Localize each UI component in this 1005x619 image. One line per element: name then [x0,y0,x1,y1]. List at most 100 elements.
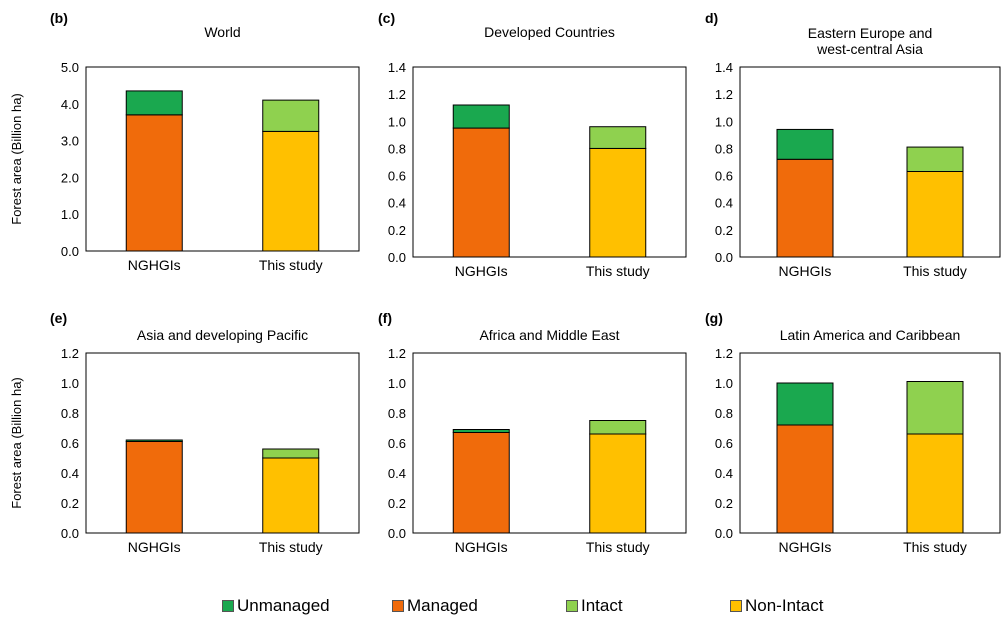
bar-managed [452,432,510,534]
y-tick-label: 0.6 [61,436,79,451]
y-tick-label: 0.2 [715,496,733,511]
y-tick-label: 5.0 [61,60,79,75]
y-tick-label: 0.0 [715,250,733,265]
legend-item-intact: Intact [566,596,623,616]
legend-item-managed: Managed [392,596,478,616]
x-category-label: This study [259,257,323,273]
plot-frame [739,352,1001,534]
y-tick-label: 0.6 [388,436,406,451]
plot-frame [739,66,1001,258]
y-tick-label: 4.0 [61,97,79,112]
y-tick-label: 2.0 [61,170,79,185]
panel-letter: (g) [705,310,723,326]
y-tick-label: 0.2 [388,223,406,238]
y-tick-label: 0.8 [715,406,733,421]
bar-unmanaged [776,382,834,426]
bar-intact [906,381,964,435]
x-category-label: This study [259,539,323,555]
legend-label: Managed [407,596,478,615]
bar-unmanaged [125,439,183,442]
chart-title: Developed Countries [484,24,615,40]
panel-letter: (f) [378,310,392,326]
legend-swatch-unmanaged [222,600,234,612]
y-tick-label: 0.8 [388,141,406,156]
y-tick-label: 0.0 [715,526,733,541]
y-tick-label: 1.2 [715,87,733,102]
x-category-label: NGHGIs [455,539,508,555]
y-tick-label: 0.0 [61,244,79,259]
y-tick-label: 0.2 [61,496,79,511]
bar-managed [125,114,183,252]
y-tick-label: 1.0 [61,376,79,391]
panel-letter: (b) [50,10,68,26]
bar-non-intact [262,457,320,534]
plot-frame [85,352,360,534]
bar-intact [589,126,647,149]
legend-swatch-managed [392,600,404,612]
chart-title: Latin America and Caribbean [780,327,961,343]
y-tick-label: 0.0 [61,526,79,541]
bar-unmanaged [452,429,510,433]
legend-swatch-non-intact [730,600,742,612]
x-category-label: This study [586,263,650,279]
bar-non-intact [906,171,964,258]
legend-item-non-intact: Non-Intact [730,596,823,616]
figure: (b) World 0.0 1.0 2.0 3.0 4.0 5.0 NGHGIs This stu… [9,10,1001,555]
y-tick-label: 0.8 [715,141,733,156]
y-axis-label: Forest area (Billion ha) [9,377,24,509]
y-tick-label: 0.0 [388,526,406,541]
x-category-label: This study [903,539,967,555]
y-tick-label: 0.0 [388,250,406,265]
y-tick-label: 0.2 [715,223,733,238]
y-tick-label: 0.4 [61,466,79,481]
bar-intact [262,99,320,132]
x-category-label: NGHGIs [128,539,181,555]
x-category-label: This study [903,263,967,279]
chart-title: Africa and Middle East [479,327,619,343]
chart-title: west-central Asia [816,41,923,57]
bar-intact [262,448,320,459]
y-tick-label: 1.2 [388,87,406,102]
y-tick-label: 1.2 [715,346,733,361]
plot-frame [85,66,360,252]
y-tick-label: 1.2 [388,346,406,361]
y-tick-label: 0.4 [715,196,733,211]
bar-non-intact [906,433,964,534]
y-tick-label: 0.8 [61,406,79,421]
y-tick-label: 0.2 [388,496,406,511]
panel-letter: d) [705,10,718,26]
bar-managed [125,441,183,534]
bar-managed [776,424,834,534]
y-tick-label: 0.8 [388,406,406,421]
y-tick-label: 1.0 [715,114,733,129]
y-tick-label: 0.6 [715,436,733,451]
x-category-label: NGHGIs [455,263,508,279]
legend-item-unmanaged: Unmanaged [222,596,330,616]
x-category-label: NGHGIs [128,257,181,273]
panel-letter: (e) [50,310,67,326]
y-tick-label: 0.6 [715,169,733,184]
bar-unmanaged [452,104,510,129]
x-category-label: NGHGIs [779,263,832,279]
y-tick-label: 0.4 [715,466,733,481]
y-tick-label: 0.6 [388,169,406,184]
legend-label: Non-Intact [745,596,824,615]
plot-frame [412,66,687,258]
x-category-label: NGHGIs [779,539,832,555]
y-axis-label: Forest area (Billion ha) [9,93,24,225]
bar-non-intact [262,130,320,252]
chart-title: Eastern Europe and [808,25,933,41]
y-tick-label: 1.0 [388,376,406,391]
y-tick-label: 1.0 [715,376,733,391]
y-tick-label: 1.0 [388,114,406,129]
bar-managed [452,127,510,258]
legend: Unmanaged Managed Intact Non-Intact [0,596,1005,618]
plot-frame [412,352,687,534]
y-tick-label: 0.4 [388,196,406,211]
bar-unmanaged [776,128,834,160]
bar-unmanaged [125,90,183,116]
y-tick-label: 0.4 [388,466,406,481]
bar-intact [906,146,964,172]
legend-swatch-intact [566,600,578,612]
bar-intact [589,420,647,435]
